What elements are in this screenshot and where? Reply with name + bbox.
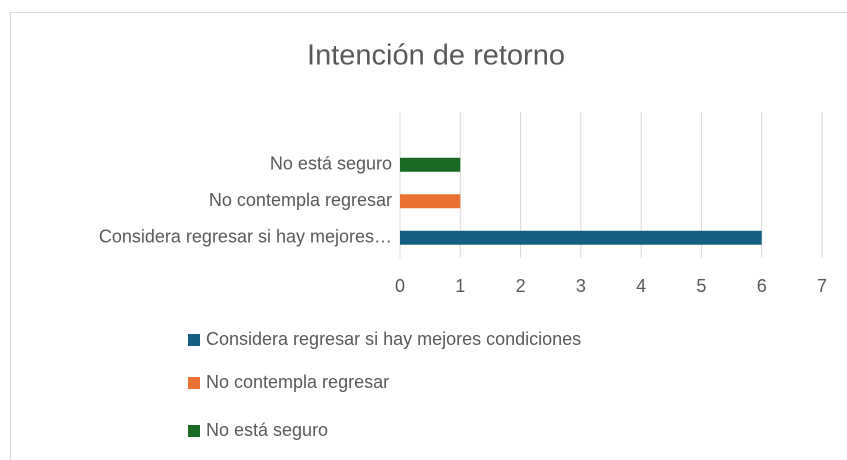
bar xyxy=(400,157,461,172)
x-tick-label: 1 xyxy=(455,276,465,296)
x-tick-label: 6 xyxy=(757,276,767,296)
x-tick-label: 4 xyxy=(636,276,646,296)
legend-label: Considera regresar si hay mejores condic… xyxy=(206,329,581,349)
legend-swatch xyxy=(188,334,200,346)
bar xyxy=(400,230,762,245)
y-tick-label: No está seguro xyxy=(270,154,392,174)
legend-swatch xyxy=(188,425,200,437)
x-tick-label: 5 xyxy=(696,276,706,296)
x-tick-label: 7 xyxy=(817,276,827,296)
legend-swatch xyxy=(188,377,200,389)
x-tick-label: 2 xyxy=(516,276,526,296)
legend-label: No está seguro xyxy=(206,420,328,440)
legend-label: No contempla regresar xyxy=(206,372,389,392)
y-tick-label: No contempla regresar xyxy=(209,190,392,210)
bar xyxy=(400,194,461,209)
x-tick-label: 3 xyxy=(576,276,586,296)
chart-title: Intención de retorno xyxy=(307,40,565,72)
x-tick-label: 0 xyxy=(395,276,405,296)
y-tick-label: Considera regresar si hay mejores… xyxy=(99,227,392,247)
